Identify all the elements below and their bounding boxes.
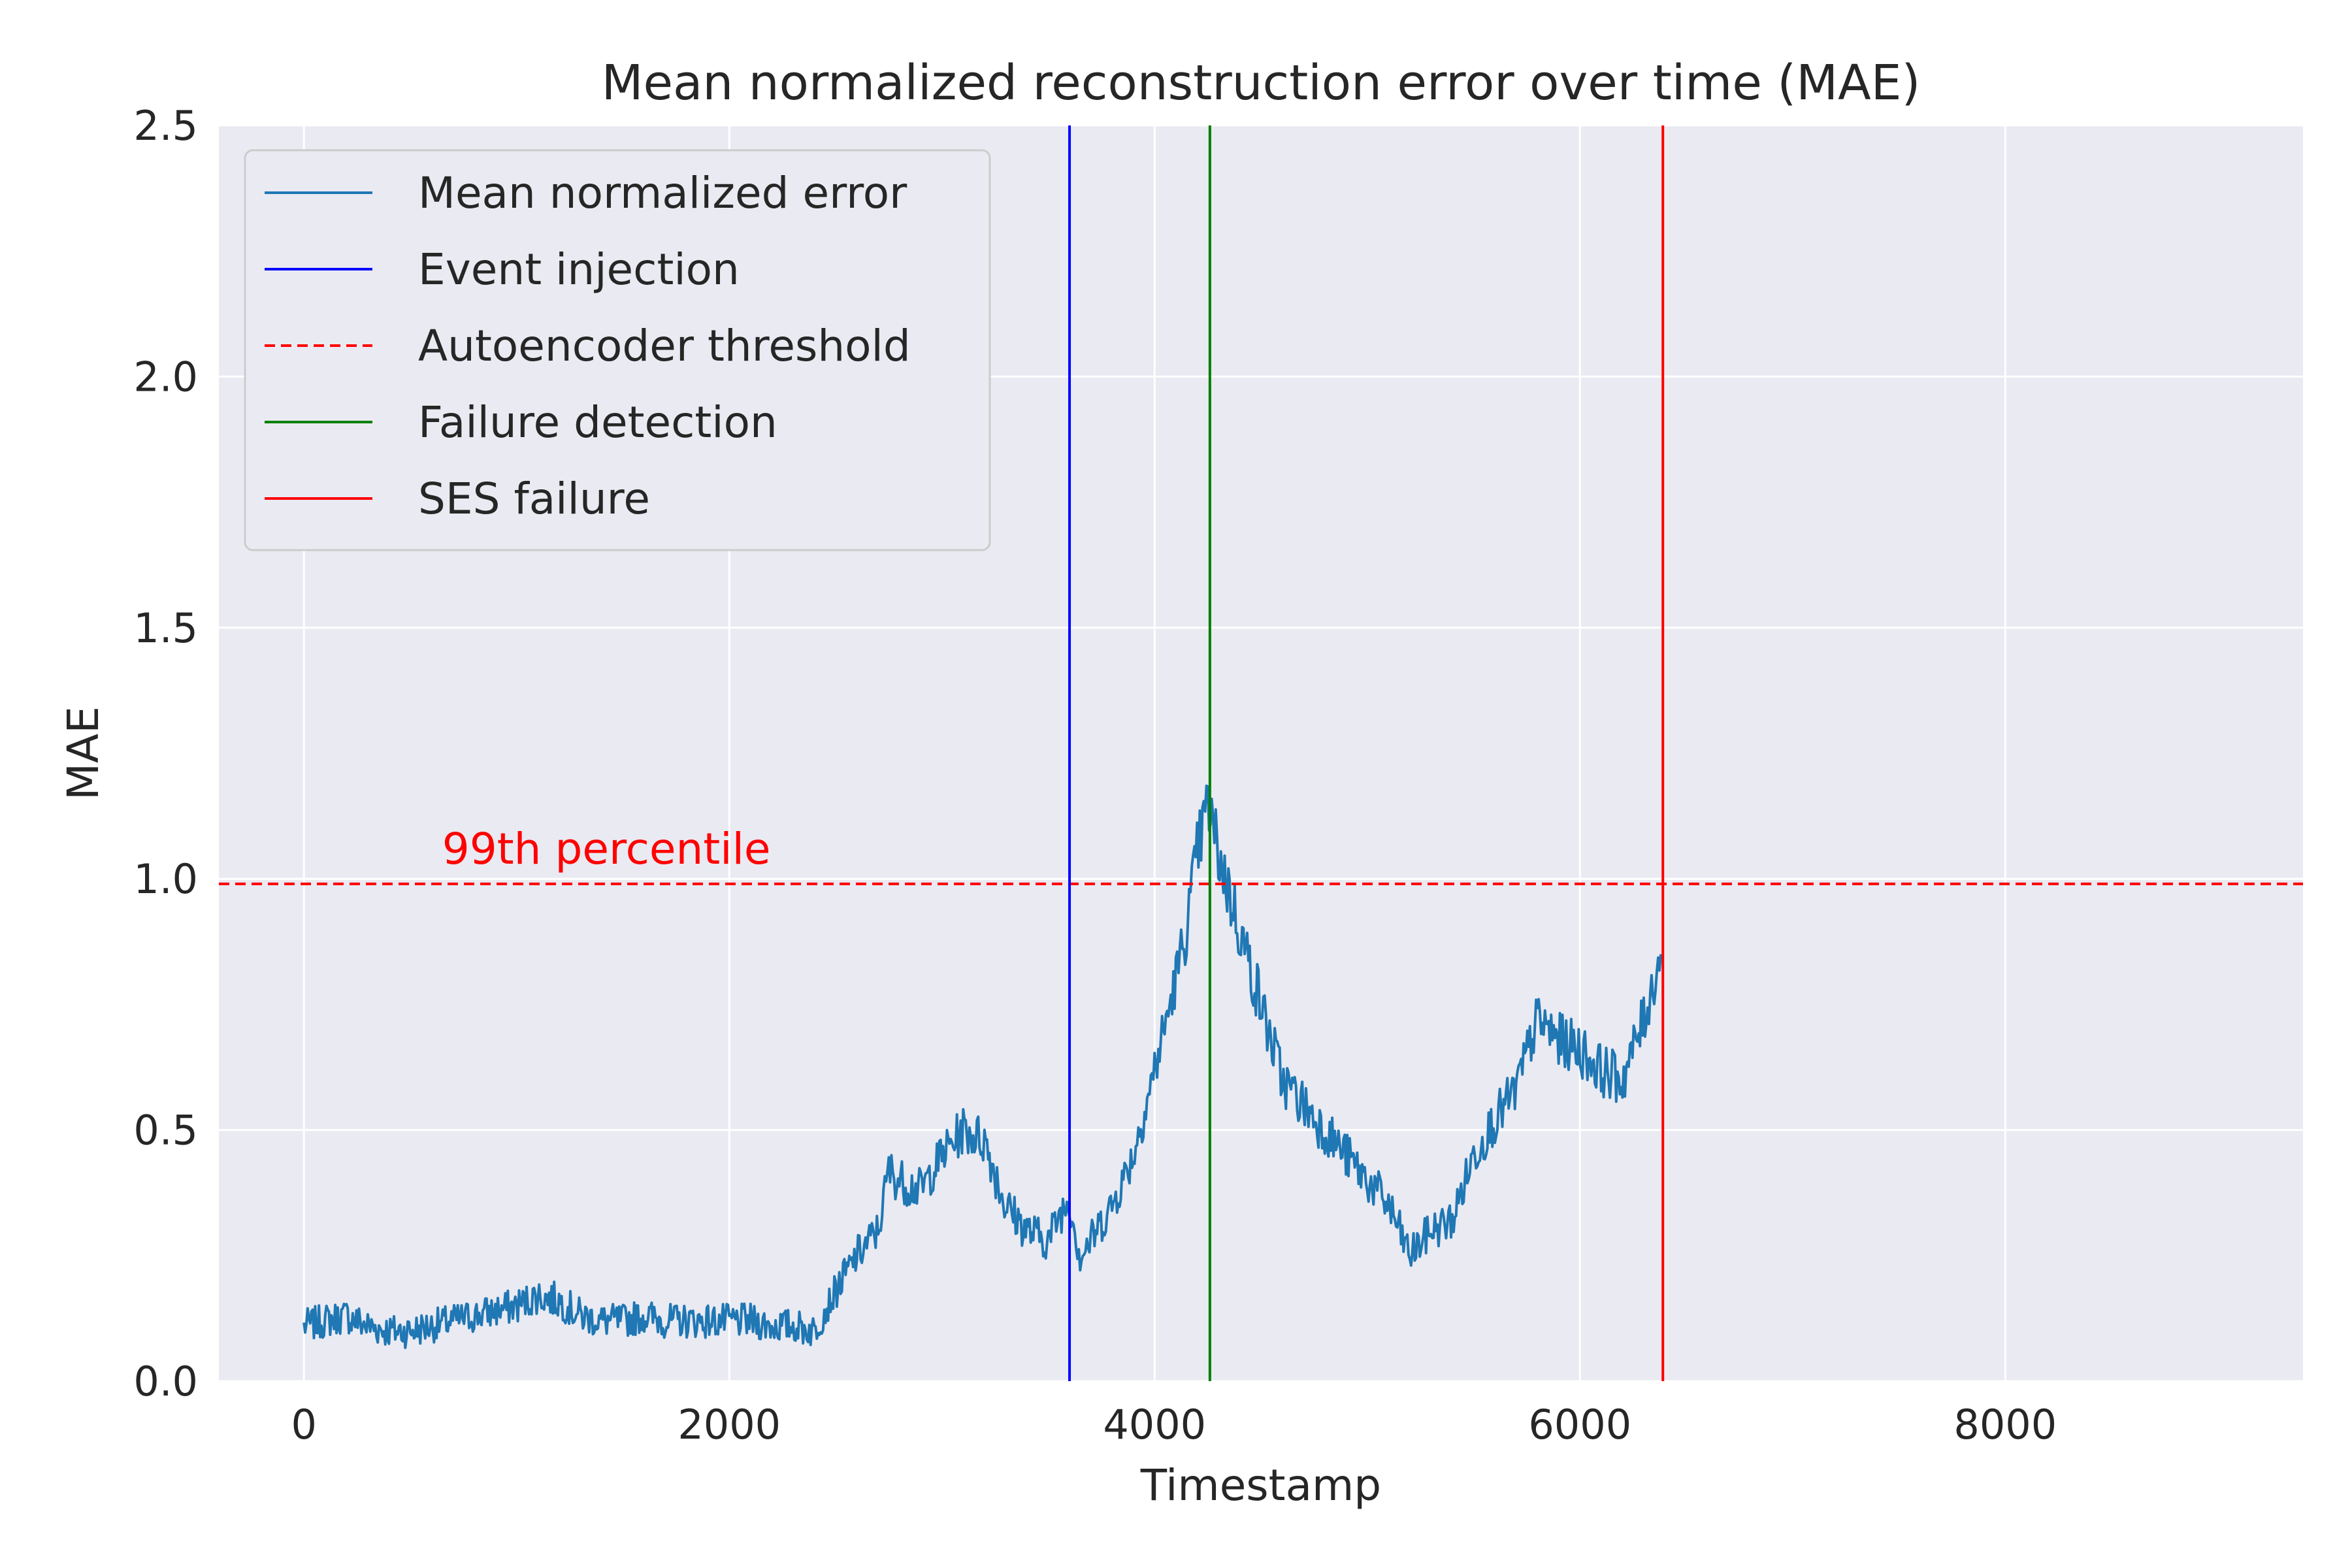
y-tick-label: 2.5 <box>133 102 198 150</box>
legend-box <box>244 149 991 551</box>
legend-label: Event injection <box>418 244 740 295</box>
x-axis-label: Timestamp <box>1140 1460 1381 1511</box>
legend-label: Autoencoder threshold <box>418 321 911 371</box>
y-tick-label: 1.0 <box>133 855 198 903</box>
chart-title: Mean normalized reconstruction error ove… <box>602 55 1921 111</box>
y-tick-label: 2.0 <box>133 353 198 400</box>
grid <box>219 124 2303 1382</box>
y-tick-label: 0.0 <box>133 1358 198 1405</box>
y-axis-label: MAE <box>58 706 108 800</box>
threshold-annotation: 99th percentile <box>442 824 771 874</box>
tick-labels: 0 2000 4000 6000 8000 0.0 0.5 1.0 1.5 2.0 2.5 <box>133 102 2057 1448</box>
x-tick-label: 4000 <box>1103 1401 1206 1448</box>
legend-label: Mean normalized error <box>418 168 907 218</box>
reference-lines <box>219 125 2303 1381</box>
x-tick-label: 6000 <box>1528 1401 1631 1448</box>
legend-label: Failure detection <box>418 397 777 448</box>
legend-label: SES failure <box>418 474 650 524</box>
data-layer <box>302 784 1662 1349</box>
x-tick-label: 0 <box>291 1401 316 1448</box>
series-line <box>302 784 1662 1349</box>
legend: Mean normalized error Event injection Auto… <box>244 149 991 551</box>
y-tick-label: 0.5 <box>133 1107 198 1154</box>
x-tick-label: 8000 <box>1953 1401 2057 1448</box>
y-tick-label: 1.5 <box>133 604 198 652</box>
x-tick-label: 2000 <box>678 1401 781 1448</box>
